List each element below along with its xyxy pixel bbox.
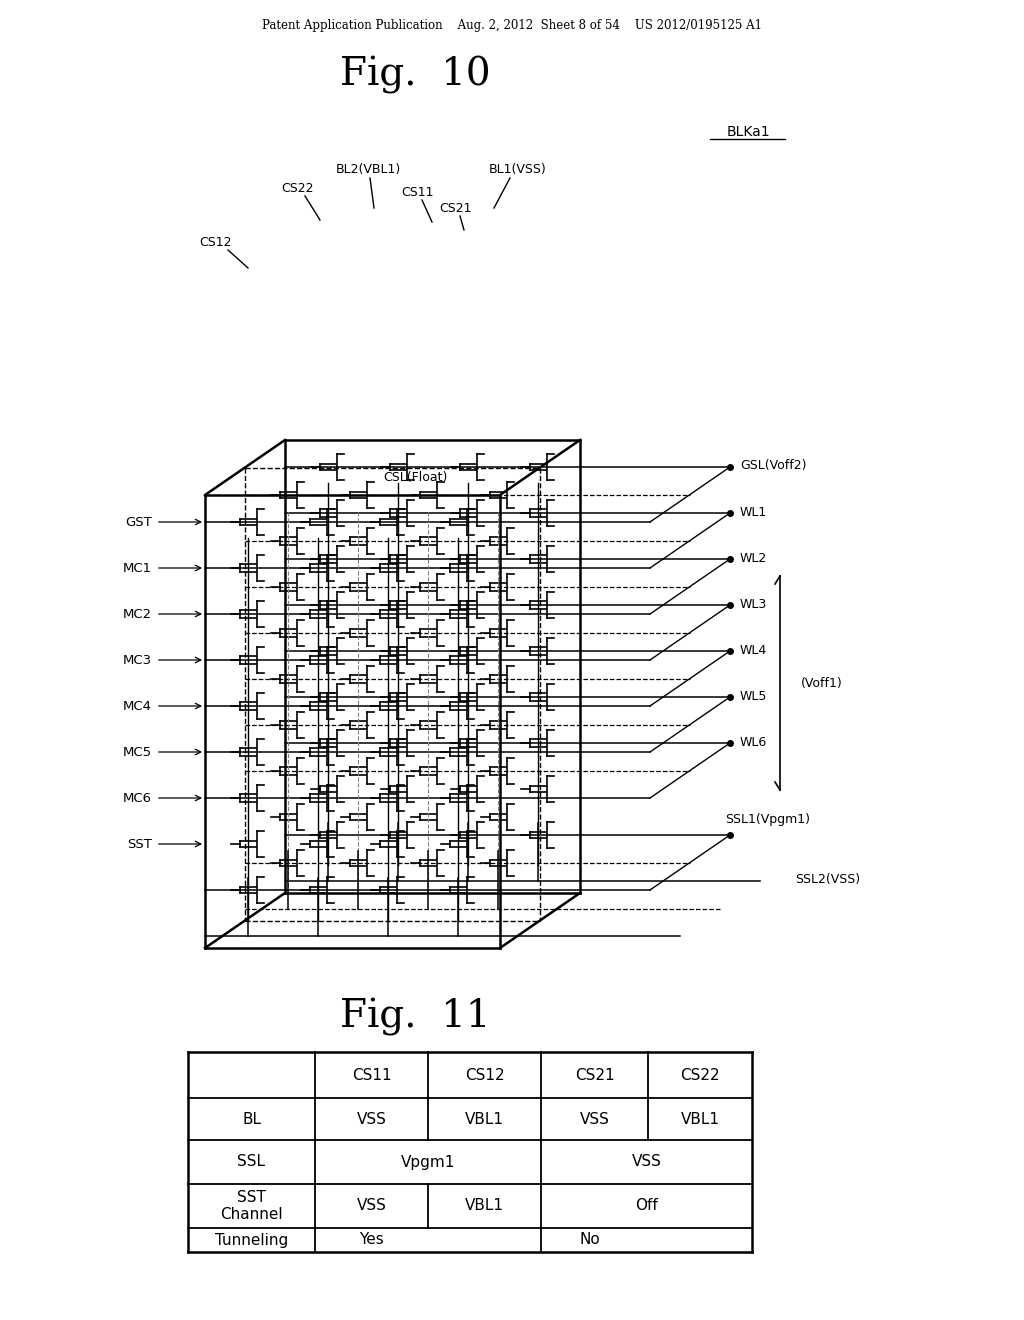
Text: Tunneling: Tunneling — [215, 1233, 288, 1247]
Text: BL1(VSS): BL1(VSS) — [489, 164, 547, 177]
Text: Off: Off — [635, 1199, 657, 1213]
Text: WL1: WL1 — [740, 506, 767, 519]
Text: Fig.  11: Fig. 11 — [340, 998, 490, 1036]
Text: CS21: CS21 — [438, 202, 471, 214]
Text: VSS: VSS — [580, 1111, 609, 1126]
Text: Yes: Yes — [359, 1233, 384, 1247]
Text: VBL1: VBL1 — [681, 1111, 720, 1126]
Text: CS21: CS21 — [574, 1068, 614, 1082]
Text: (Voff1): (Voff1) — [801, 676, 843, 689]
Text: MC3: MC3 — [123, 653, 152, 667]
Text: CS12: CS12 — [465, 1068, 504, 1082]
Text: MC5: MC5 — [123, 746, 152, 759]
Text: MC1: MC1 — [123, 561, 152, 574]
Text: BL: BL — [242, 1111, 261, 1126]
Text: CS11: CS11 — [401, 186, 434, 198]
Text: SSL: SSL — [238, 1155, 265, 1170]
Text: SST
Channel: SST Channel — [220, 1189, 283, 1222]
Text: VSS: VSS — [356, 1111, 386, 1126]
Text: Vpgm1: Vpgm1 — [400, 1155, 456, 1170]
Text: WL2: WL2 — [740, 552, 767, 565]
Text: CS12: CS12 — [199, 235, 231, 248]
Text: SSL2(VSS): SSL2(VSS) — [795, 874, 860, 887]
Text: BLKa1: BLKa1 — [726, 125, 770, 139]
Text: VSS: VSS — [632, 1155, 662, 1170]
Text: WL6: WL6 — [740, 735, 767, 748]
Text: MC6: MC6 — [123, 792, 152, 804]
Text: VBL1: VBL1 — [465, 1111, 504, 1126]
Text: No: No — [580, 1233, 600, 1247]
Text: WL4: WL4 — [740, 644, 767, 656]
Text: WL5: WL5 — [740, 689, 767, 702]
Text: VSS: VSS — [356, 1199, 386, 1213]
Text: SST: SST — [127, 837, 152, 850]
Text: MC4: MC4 — [123, 700, 152, 713]
Text: Fig.  10: Fig. 10 — [340, 55, 490, 94]
Text: GST: GST — [125, 516, 152, 528]
Text: VBL1: VBL1 — [465, 1199, 504, 1213]
Text: BL2(VBL1): BL2(VBL1) — [336, 164, 400, 177]
Text: GSL(Voff2): GSL(Voff2) — [740, 459, 807, 473]
Text: CS22: CS22 — [282, 181, 314, 194]
Text: WL3: WL3 — [740, 598, 767, 610]
Text: SSL1(Vpgm1): SSL1(Vpgm1) — [725, 813, 810, 826]
Text: CSL(Float): CSL(Float) — [383, 470, 447, 483]
Text: CS22: CS22 — [680, 1068, 720, 1082]
Text: Patent Application Publication    Aug. 2, 2012  Sheet 8 of 54    US 2012/0195125: Patent Application Publication Aug. 2, 2… — [262, 18, 762, 32]
Text: MC2: MC2 — [123, 607, 152, 620]
Text: CS11: CS11 — [351, 1068, 391, 1082]
